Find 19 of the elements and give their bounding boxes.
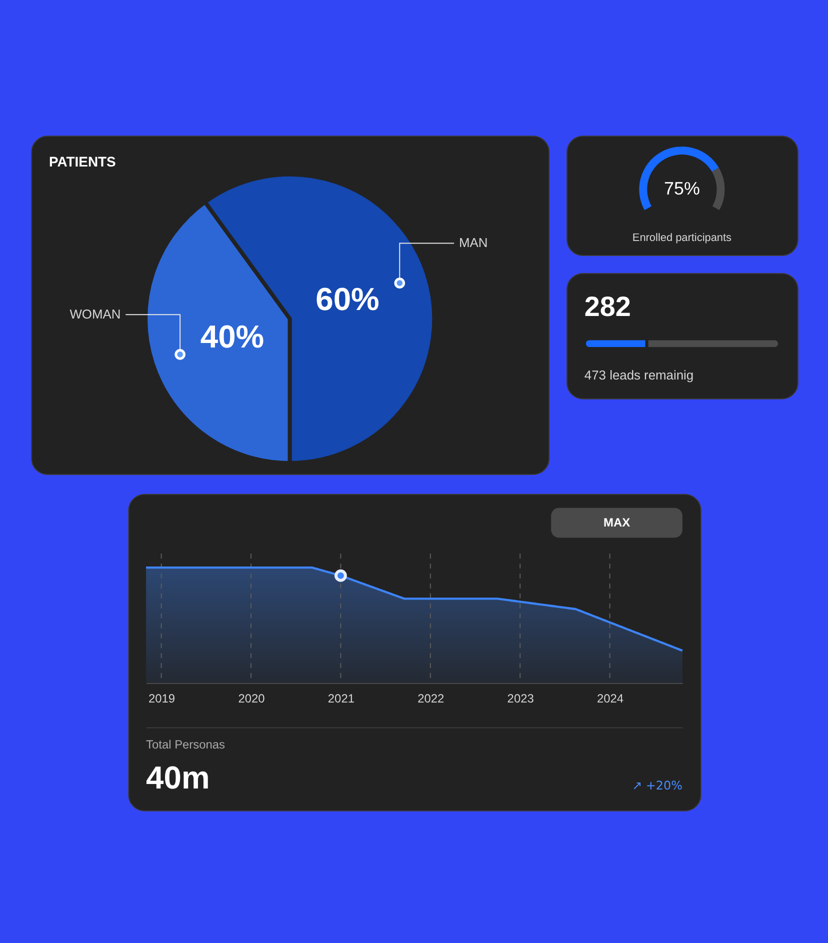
x-tick-label: 2020 (238, 691, 266, 706)
text: 282 (584, 290, 631, 322)
text: Enrolled participants (632, 232, 732, 244)
slice-label: WOMAN (70, 306, 121, 322)
text: 40m (146, 759, 210, 796)
data-label: 75% (664, 178, 700, 198)
chart-title: PATIENTS (49, 153, 116, 170)
x-tick-label: 2023 (507, 691, 534, 706)
text: MAX (604, 516, 630, 530)
x-tick-label: 2021 (328, 691, 355, 706)
data-label: 40% (200, 318, 264, 354)
x-tick-label: 2019 (148, 691, 176, 706)
x-tick-label: 2024 (597, 691, 624, 706)
data-label: 60% (316, 280, 380, 317)
x-tick-label: 2022 (418, 691, 445, 706)
text: ↗ +20% (632, 778, 682, 792)
slice-label: MAN (459, 235, 488, 250)
text: 473 leads remainig (584, 367, 694, 382)
text: Total Personas (146, 738, 226, 752)
